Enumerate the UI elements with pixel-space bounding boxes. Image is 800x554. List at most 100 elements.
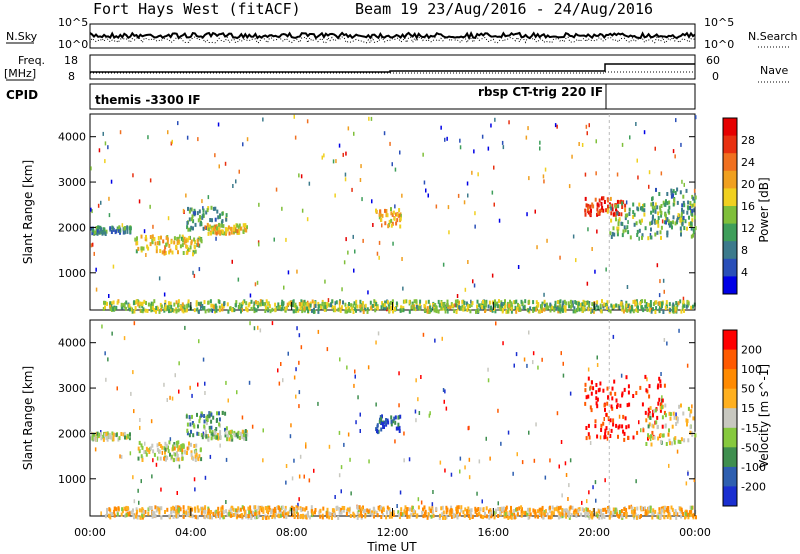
echo-cell — [348, 308, 350, 313]
echo-cell — [151, 510, 154, 515]
echo-cell — [661, 508, 664, 513]
echo-cell — [266, 506, 269, 511]
echo-cell — [660, 235, 662, 240]
scatter-cell — [686, 363, 689, 368]
scatter-cell — [403, 458, 405, 463]
echo-cell — [227, 309, 230, 314]
echo-cell — [649, 505, 652, 510]
echo-cell — [240, 309, 242, 314]
echo-cell — [413, 306, 416, 311]
echo-cell — [675, 416, 678, 421]
echo-cell — [335, 505, 338, 510]
scatter-cell — [646, 377, 648, 382]
echo-cell — [460, 505, 463, 510]
scatter-cell — [298, 360, 300, 365]
echo-cell — [198, 419, 201, 424]
echo-cell — [681, 207, 683, 212]
echo-cell — [134, 306, 137, 310]
echo-cell — [611, 406, 614, 411]
echo-cell — [587, 303, 590, 308]
echo-cell — [656, 425, 659, 430]
scatter-cell — [605, 267, 607, 272]
echo-cell — [636, 229, 639, 234]
echo-cell — [575, 301, 578, 306]
scatter-cell — [248, 380, 251, 385]
echo-cell — [471, 514, 474, 519]
echo-cell — [257, 514, 260, 519]
echo-cell — [255, 308, 258, 313]
echo-cell — [155, 309, 157, 314]
freq-label-1: Freq. — [18, 54, 45, 67]
echo-cell — [209, 429, 211, 434]
scatter-cell — [481, 499, 483, 504]
echo-cell — [106, 437, 109, 442]
echo-cell — [661, 415, 664, 420]
echo-cell — [496, 304, 499, 309]
echo-cell — [652, 214, 654, 219]
echo-cell — [587, 512, 590, 517]
echo-cell — [218, 411, 220, 416]
echo-cell — [171, 250, 174, 255]
scatter-cell — [378, 240, 381, 245]
echo-cell — [501, 507, 504, 512]
scatter-cell — [93, 251, 95, 256]
echo-cell — [151, 443, 154, 448]
echo-cell — [610, 513, 613, 518]
echo-cell — [274, 509, 277, 514]
echo-cell — [288, 301, 291, 306]
echo-cell — [177, 457, 180, 462]
echo-cell — [626, 213, 629, 218]
scatter-cell — [658, 293, 661, 298]
echo-cell — [284, 508, 287, 513]
echo-cell — [676, 416, 679, 421]
echo-cell — [563, 508, 566, 513]
echo-cell — [304, 514, 307, 519]
echo-cell — [244, 223, 247, 228]
echo-cell — [587, 432, 590, 437]
echo-cell — [261, 299, 264, 304]
scatter-cell — [638, 420, 640, 425]
echo-cell — [654, 408, 657, 413]
echo-cell — [175, 309, 178, 314]
scatter-cell — [425, 188, 427, 193]
echo-cell — [195, 443, 198, 448]
echo-cell — [165, 305, 168, 310]
echo-cell — [395, 212, 398, 217]
echo-cell — [110, 304, 113, 309]
echo-cell — [384, 421, 387, 426]
echo-cell — [585, 426, 588, 430]
echo-cell — [243, 436, 246, 441]
echo-cell — [634, 512, 637, 517]
echo-cell — [177, 447, 180, 452]
echo-cell — [621, 233, 624, 238]
echo-cell — [206, 208, 209, 213]
echo-cell — [360, 514, 363, 519]
echo-cell — [632, 513, 635, 518]
colorbar-swatch — [723, 206, 737, 225]
echo-cell — [269, 309, 272, 314]
echo-cell — [590, 513, 593, 518]
echo-cell — [159, 302, 162, 307]
scatter-cell — [357, 395, 359, 400]
echo-cell — [542, 511, 545, 516]
echo-cell — [311, 308, 313, 313]
echo-cell — [515, 514, 518, 519]
echo-cell — [685, 188, 688, 193]
scatter-cell — [242, 142, 244, 147]
noise-sky-line — [89, 31, 696, 41]
echo-cell — [222, 304, 225, 309]
echo-cell — [359, 508, 362, 513]
scatter-cell — [543, 179, 545, 184]
echo-cell — [677, 301, 680, 306]
echo-cell — [648, 435, 651, 440]
echo-cell — [520, 505, 523, 510]
echo-cell — [654, 209, 657, 214]
echo-cell — [216, 226, 218, 231]
scatter-cell — [298, 497, 300, 502]
echo-cell — [628, 303, 631, 308]
echo-cell — [194, 514, 197, 519]
echo-cell — [620, 221, 623, 226]
echo-cell — [584, 301, 587, 306]
scatter-cell — [489, 456, 491, 461]
